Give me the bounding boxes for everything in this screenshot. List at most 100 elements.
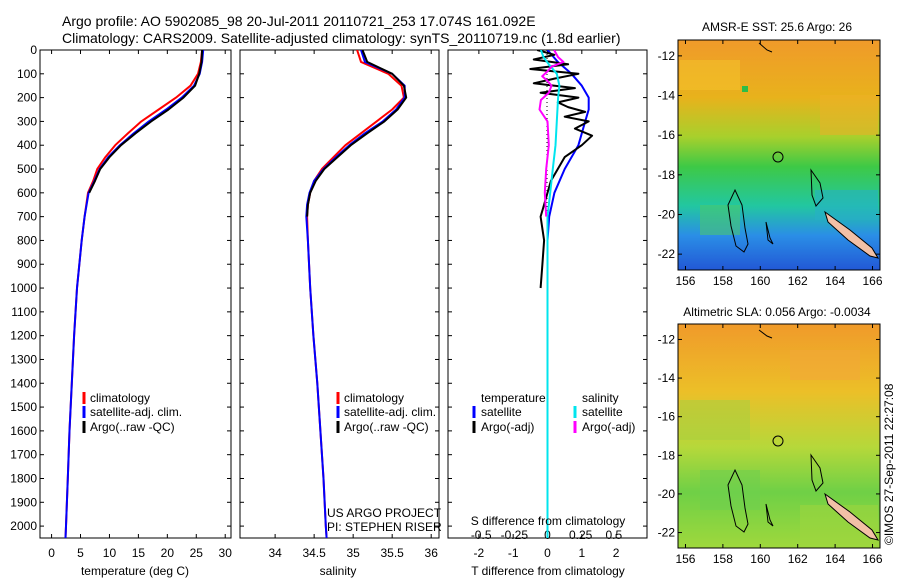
s-tick-label: 0.5 bbox=[605, 528, 622, 542]
depth-tick-label: 400 bbox=[17, 138, 37, 152]
salinity-panel: 34 34.5 35 35.5 36 salinity climatology sate… bbox=[239, 49, 442, 578]
map-lon-label: 162 bbox=[788, 274, 808, 288]
coast-outline bbox=[758, 329, 773, 339]
x-tick-label: 34.5 bbox=[302, 546, 326, 560]
depth-tick-label: 0 bbox=[30, 43, 37, 57]
legend-t-satellite: satellite bbox=[481, 405, 522, 419]
series-line-argo-raw-qc- bbox=[306, 50, 408, 217]
difference-legend: temperature satellite Argo(-adj) salinit… bbox=[472, 391, 635, 434]
map-lon-label: 164 bbox=[825, 274, 845, 288]
series-line-satellite-adj-clim- bbox=[305, 50, 406, 538]
legend-temperature-head: temperature bbox=[481, 391, 546, 405]
island-outline bbox=[727, 468, 749, 533]
map-lat-label: -22 bbox=[658, 526, 676, 540]
legend-satellite: satellite-adj. clim. bbox=[90, 405, 182, 419]
depth-tick-label: 1500 bbox=[10, 400, 37, 414]
temperature-panel: 0 5 10 15 20 25 30 temperature (deg C) climato… bbox=[39, 49, 233, 578]
x-tick-label: 35.5 bbox=[380, 546, 404, 560]
map-lat-label: -16 bbox=[658, 410, 676, 424]
legend-s-argo: Argo(-adj) bbox=[582, 420, 635, 434]
x-tick-label: 35 bbox=[346, 546, 360, 560]
depth-tick-label: 600 bbox=[17, 186, 37, 200]
map-lat-label: -14 bbox=[658, 89, 676, 103]
depth-tick-label: 1400 bbox=[10, 376, 37, 390]
x-tick-label: 36 bbox=[425, 546, 439, 560]
imos-timestamp: ©IMOS 27-Sep-2011 22:27:08 bbox=[882, 383, 896, 545]
map-lat-label: -20 bbox=[658, 207, 676, 221]
depth-tick-label: 800 bbox=[17, 233, 37, 247]
legend-t-argo: Argo(-adj) bbox=[481, 420, 534, 434]
sst-map-frame bbox=[677, 39, 881, 271]
x-tick-label: 34 bbox=[268, 546, 282, 560]
sla-map: Altimetric SLA: 0.056 Argo: -0.0034 -12-… bbox=[658, 305, 883, 566]
x-tick-label: -2 bbox=[474, 546, 485, 560]
salinity-ticks: 34 34.5 35 35.5 36 bbox=[240, 49, 439, 560]
island-outline bbox=[810, 453, 824, 492]
legend-climatology: climatology bbox=[90, 391, 150, 405]
argo-float-marker bbox=[772, 435, 784, 447]
depth-tick-label: 300 bbox=[17, 114, 37, 128]
temperature-lines bbox=[64, 50, 205, 538]
salinity-legend: climatology satellite-adj. clim. Argo(..… bbox=[336, 391, 436, 434]
map-lon-label: 166 bbox=[863, 552, 883, 566]
x-tick-label: 5 bbox=[77, 546, 84, 560]
argo-float-marker bbox=[772, 151, 784, 163]
legend-climatology: climatology bbox=[344, 391, 404, 405]
s-difference-label: S difference from climatology bbox=[471, 514, 626, 528]
salinity-lines bbox=[305, 50, 408, 538]
map-lon-label: 166 bbox=[863, 274, 883, 288]
series-line-satellite bbox=[546, 50, 590, 538]
pi-label: PI: STEPHEN RISER bbox=[327, 520, 442, 534]
t-difference-xlabel: T difference from climatology bbox=[471, 564, 625, 578]
x-tick-label: 30 bbox=[219, 546, 233, 560]
depth-tick-label: 1100 bbox=[11, 305, 37, 319]
depth-tick-label: 1900 bbox=[10, 495, 37, 509]
map-lat-label: -18 bbox=[658, 168, 676, 182]
x-tick-label: 10 bbox=[103, 546, 117, 560]
temperature-ticks: 0 5 10 15 20 25 30 bbox=[40, 49, 233, 560]
sla-map-frame bbox=[677, 323, 881, 549]
salinity-axes-frame bbox=[239, 49, 440, 539]
s-tick-label: -0.5 bbox=[471, 528, 492, 542]
depth-axis: 0 100 200 300 400 500 600 700 800 900 1000 1100 1200… bbox=[10, 43, 37, 533]
x-tick-label: 2 bbox=[613, 546, 620, 560]
depth-tick-label: 1200 bbox=[10, 329, 37, 343]
map-lat-label: -22 bbox=[658, 247, 676, 261]
island-outline bbox=[727, 188, 749, 253]
x-tick-label: 0 bbox=[544, 546, 551, 560]
depth-tick-label: 200 bbox=[17, 91, 37, 105]
map-lat-label: -16 bbox=[658, 128, 676, 142]
legend-satellite: satellite-adj. clim. bbox=[344, 405, 436, 419]
map-lat-label: -12 bbox=[658, 332, 676, 346]
depth-tick-label: 500 bbox=[17, 162, 37, 176]
sst-spot bbox=[742, 86, 748, 92]
map-lon-label: 160 bbox=[750, 552, 770, 566]
temperature-axes-frame bbox=[39, 49, 232, 539]
legend-salinity-head: salinity bbox=[582, 391, 619, 405]
temperature-legend: climatology satellite-adj. clim. Argo(..… bbox=[82, 391, 182, 434]
map-lat-label: -12 bbox=[658, 49, 676, 63]
depth-tick-label: 100 bbox=[17, 67, 37, 81]
series-line-sal-argo-adj- bbox=[538, 50, 565, 217]
sst-map-title: AMSR-E SST: 25.6 Argo: 26 bbox=[702, 20, 852, 34]
x-tick-label: 1 bbox=[578, 546, 585, 560]
x-tick-label: 0 bbox=[48, 546, 55, 560]
island-outline bbox=[765, 221, 774, 245]
depth-tick-label: 1700 bbox=[10, 448, 37, 462]
s-tick-label: -0.25 bbox=[501, 528, 529, 542]
legend-argo: Argo(..raw -QC) bbox=[90, 420, 175, 434]
series-line-argo-raw-qc- bbox=[88, 50, 204, 194]
series-line-satellite-adj-clim- bbox=[64, 50, 205, 538]
map-lon-label: 156 bbox=[675, 274, 695, 288]
x-tick-label: -1 bbox=[508, 546, 519, 560]
map-lon-label: 156 bbox=[675, 552, 695, 566]
x-tick-label: 15 bbox=[132, 546, 146, 560]
depth-tick-label: 1800 bbox=[10, 471, 37, 485]
sst-map: AMSR-E SST: 25.6 Argo: 26 -12 -14 -16 -18 -2… bbox=[658, 20, 883, 288]
s-tick-label: 0.25 bbox=[569, 528, 593, 542]
depth-tick-label: 1000 bbox=[10, 281, 37, 295]
climatology-subtitle: Climatology: CARS2009. Satellite-adjuste… bbox=[62, 30, 620, 46]
depth-tick-label: 700 bbox=[17, 210, 37, 224]
depth-tick-label: 1600 bbox=[10, 424, 37, 438]
